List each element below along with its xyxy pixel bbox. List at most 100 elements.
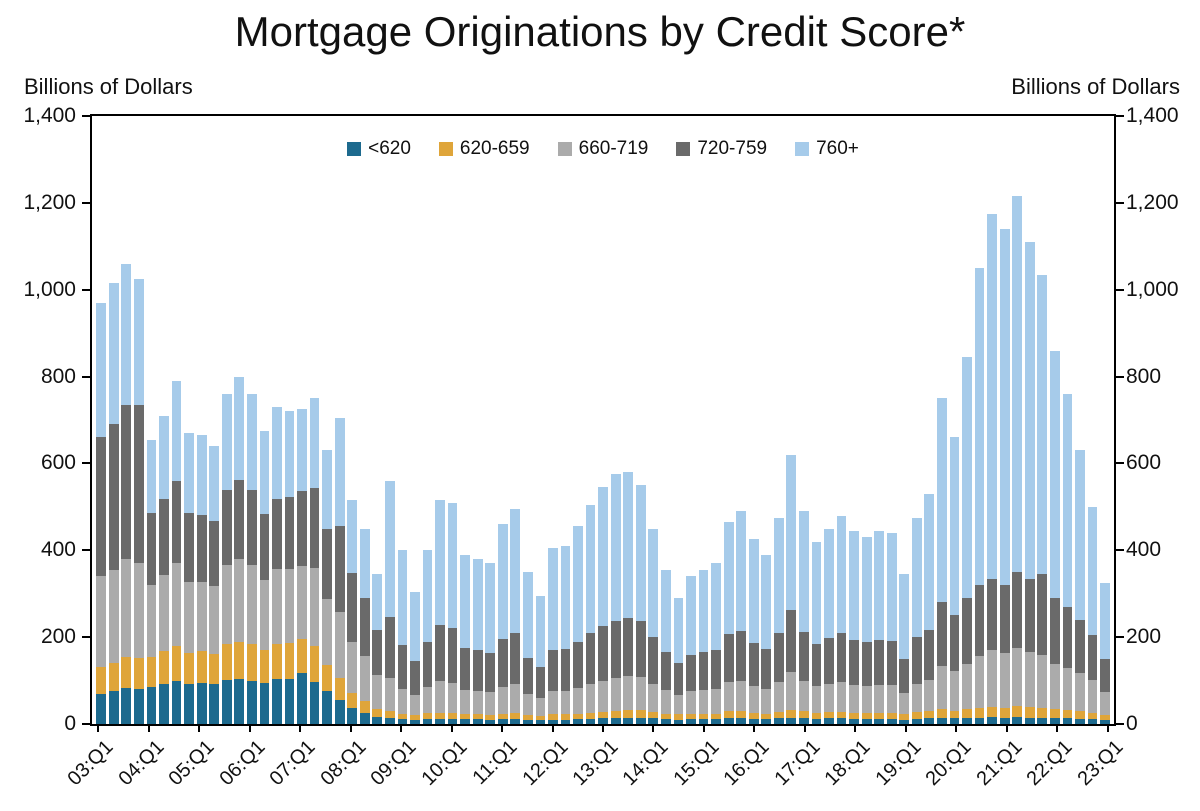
bar-segment <box>799 631 809 682</box>
y-tick-label-left: 0 <box>64 712 76 735</box>
bar-segment <box>309 568 320 647</box>
bar-segment <box>1012 647 1023 707</box>
bar-segment <box>748 718 759 724</box>
bar-segment <box>773 633 784 682</box>
bar-column <box>359 116 370 724</box>
bar-segment <box>623 472 634 618</box>
bar-segment <box>234 480 245 560</box>
bar-segment <box>384 480 395 618</box>
bar-segment <box>748 712 759 719</box>
tick-mark <box>1106 724 1109 732</box>
bar-segment <box>309 488 320 569</box>
bar-column <box>472 116 483 724</box>
bar-column <box>799 116 809 724</box>
bar-segment <box>347 500 358 573</box>
bar-segment <box>246 393 257 490</box>
bar-segment <box>1100 720 1110 724</box>
bar-segment <box>673 719 684 724</box>
bar-segment <box>623 717 634 724</box>
y-tick-label-left: 800 <box>40 364 76 388</box>
bar-segment <box>648 711 659 719</box>
bar-segment <box>1100 714 1110 721</box>
bar-segment <box>497 719 508 724</box>
bar-segment <box>573 687 583 714</box>
bar-segment <box>134 689 144 724</box>
tick-mark <box>1116 462 1124 465</box>
bar-segment <box>899 719 910 724</box>
bar-column <box>711 116 721 724</box>
tick-mark <box>349 724 352 732</box>
bar-segment <box>284 497 295 570</box>
bar-segment <box>661 690 671 714</box>
bar-segment <box>322 599 332 665</box>
bar-segment <box>485 719 496 724</box>
bar-segment <box>811 686 822 713</box>
bar-segment <box>974 655 985 708</box>
bar-segment <box>384 677 395 712</box>
bar-segment <box>234 641 245 680</box>
bar-segment <box>824 711 834 719</box>
bar-segment <box>949 710 960 719</box>
bar-segment <box>911 718 922 724</box>
bar-column <box>661 116 671 724</box>
bar-segment <box>472 690 483 715</box>
tick-mark <box>1116 636 1124 639</box>
bar-segment <box>497 638 508 687</box>
bar-segment <box>1100 582 1110 659</box>
bar-column <box>309 116 320 724</box>
bar-segment <box>297 409 307 492</box>
bar-column <box>334 116 345 724</box>
legend-swatch-icon <box>676 142 691 156</box>
bar-segment <box>799 718 809 724</box>
bar-segment <box>397 719 408 724</box>
bar-segment <box>598 681 609 712</box>
bar-segment <box>146 513 157 586</box>
bar-segment <box>836 718 847 724</box>
legend-swatch-icon <box>795 142 810 156</box>
legend-item: 620-659 <box>438 138 530 160</box>
bar-segment <box>234 679 245 724</box>
bar-segment <box>460 714 471 720</box>
bar-column <box>1037 116 1048 724</box>
bar-segment <box>585 504 596 634</box>
bar-segment <box>435 500 445 625</box>
y-tick-label-right: 600 <box>1126 451 1162 475</box>
bar-segment <box>560 648 571 691</box>
bar-segment <box>573 713 583 720</box>
tick-mark <box>702 724 705 732</box>
bar-segment <box>648 528 659 638</box>
bar-segment <box>297 491 307 566</box>
bar-column <box>673 116 684 724</box>
bar-segment <box>1087 635 1098 681</box>
tick-mark <box>753 724 756 732</box>
bar-segment <box>522 657 533 695</box>
bar-segment <box>811 712 822 719</box>
bar-segment <box>397 689 408 715</box>
tick-mark <box>602 724 604 732</box>
bar-segment <box>924 680 935 712</box>
bar-column <box>322 116 332 724</box>
bar-segment <box>686 576 696 655</box>
bar-segment <box>748 686 759 713</box>
bar-segment <box>410 591 420 661</box>
bar-segment <box>272 499 282 570</box>
bar-column <box>460 116 471 724</box>
bar-segment <box>799 681 809 712</box>
bar-column <box>435 116 445 724</box>
bar-segment <box>573 719 583 724</box>
legend-swatch-icon <box>438 142 453 156</box>
tick-mark <box>1116 201 1124 204</box>
bar-segment <box>673 598 684 664</box>
bar-segment <box>171 563 182 646</box>
bar-column <box>510 116 521 724</box>
bar-segment <box>824 638 834 684</box>
bar-segment <box>522 694 533 715</box>
bar-segment <box>849 718 859 724</box>
y-tick-label-left: 200 <box>40 625 76 649</box>
bar-column <box>573 116 583 724</box>
tick-mark <box>450 724 453 732</box>
bar-segment <box>510 509 521 633</box>
bar-segment <box>272 569 282 645</box>
bar-column <box>736 116 747 724</box>
bar-segment <box>171 645 182 681</box>
